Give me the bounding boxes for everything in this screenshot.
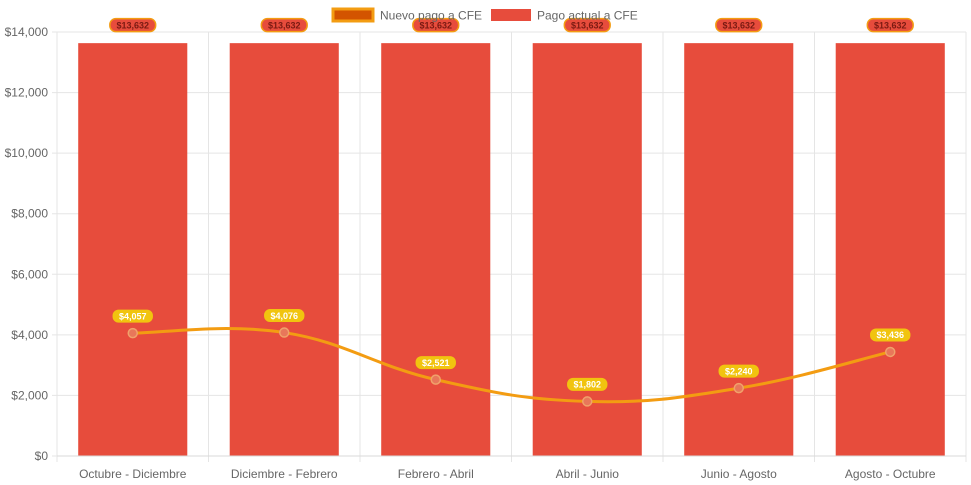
- line-point-2[interactable]: [279, 327, 290, 338]
- line-series-path: [132, 327, 891, 404]
- line-value-label-bg: [264, 309, 305, 323]
- line-value-label: $4,057: [112, 309, 153, 323]
- line-value-label-text: $2,521: [422, 358, 450, 368]
- bar-value-label-bg: [412, 17, 460, 33]
- data-labels: $13,632 $13,632 $13,632 $13,632 $13,632 $13,6…: [109, 17, 914, 391]
- line-point-3[interactable]: [430, 374, 441, 385]
- bar-4[interactable]: [532, 43, 642, 456]
- line-value-label: $2,521: [415, 356, 456, 370]
- bar-value-label-bg: [715, 17, 763, 33]
- y-tick-label: $0: [35, 449, 49, 463]
- line-value-label: $3,436: [870, 328, 911, 342]
- bar-6[interactable]: [835, 43, 945, 456]
- y-tick-label: $6,000: [11, 267, 48, 281]
- bar-1[interactable]: [78, 43, 188, 456]
- y-tick-label: $10,000: [5, 146, 49, 160]
- y-tick-label: $14,000: [5, 25, 49, 39]
- bar-value-label: $13,632: [109, 17, 157, 33]
- axes: $0 $2,000 $4,000 $6,000 $8,000 $10,000 $12,000…: [5, 25, 966, 481]
- legend-swatch: [491, 9, 531, 21]
- bar-value-label: $13,632: [412, 17, 460, 33]
- legend-swatch: [331, 7, 375, 23]
- bar-value-label: $13,632: [563, 17, 611, 33]
- bar-value-label-bg: [866, 17, 914, 33]
- bar-2[interactable]: [229, 43, 339, 456]
- bar-value-label-bg: [563, 17, 611, 33]
- legend-item-1[interactable]: Nuevo pago a CFE: [331, 7, 482, 23]
- line-point-4[interactable]: [582, 396, 593, 407]
- bar-3[interactable]: [381, 43, 491, 456]
- x-tick-label: Octubre - Diciembre: [79, 467, 187, 481]
- line-value-label-text: $2,240: [725, 366, 753, 376]
- line-value-label-text: $4,057: [119, 311, 147, 321]
- line-value-label-bg: [870, 328, 911, 342]
- x-tick-label: Junio - Agosto: [701, 467, 777, 481]
- line-point-5[interactable]: [733, 382, 744, 394]
- line-series: [127, 327, 896, 407]
- bar-value-label-bg: [109, 17, 157, 33]
- y-tick-label: $12,000: [5, 86, 49, 100]
- legend[interactable]: Nuevo pago a CFE Pago actual a CFE: [331, 7, 638, 23]
- x-tick-label: Abril - Junio: [556, 467, 620, 481]
- bar-value-label: $13,632: [715, 17, 763, 33]
- legend-label: Nuevo pago a CFE: [380, 9, 482, 23]
- y-tick-label: $8,000: [11, 207, 48, 221]
- line-value-label: $2,240: [718, 364, 759, 378]
- line-value-label-bg: [718, 364, 759, 378]
- line-value-label: $4,076: [264, 309, 305, 323]
- bar-value-label-text: $13,632: [116, 20, 149, 30]
- bar-value-label-text: $13,632: [419, 20, 452, 30]
- line-point-6[interactable]: [885, 346, 896, 358]
- line-value-label-bg: [415, 356, 456, 370]
- line-value-label-bg: [567, 377, 608, 391]
- x-tick-label: Diciembre - Febrero: [231, 467, 338, 481]
- legend-label: Pago actual a CFE: [537, 9, 638, 23]
- line-point-1[interactable]: [127, 327, 138, 339]
- x-tick-label: Febrero - Abril: [398, 467, 474, 481]
- grid: [52, 31, 967, 462]
- line-value-label-text: $4,076: [270, 311, 298, 321]
- bar-value-label-text: $13,632: [874, 20, 907, 30]
- bar-value-label: $13,632: [260, 17, 308, 33]
- x-tick-label: Agosto - Octubre: [845, 467, 936, 481]
- y-tick-label: $2,000: [11, 388, 48, 402]
- bar-value-label-text: $13,632: [268, 20, 301, 30]
- bar-value-label-text: $13,632: [571, 20, 604, 30]
- legend-item-2[interactable]: Pago actual a CFE: [491, 9, 638, 23]
- line-value-label: $1,802: [567, 377, 608, 391]
- line-value-label-text: $1,802: [573, 380, 601, 390]
- y-tick-label: $4,000: [11, 328, 48, 342]
- bar-value-label: $13,632: [866, 17, 914, 33]
- bar-value-label-text: $13,632: [722, 20, 755, 30]
- line-value-label-bg: [112, 309, 153, 323]
- bar-value-label-bg: [260, 17, 308, 33]
- line-value-label-text: $3,436: [876, 330, 904, 340]
